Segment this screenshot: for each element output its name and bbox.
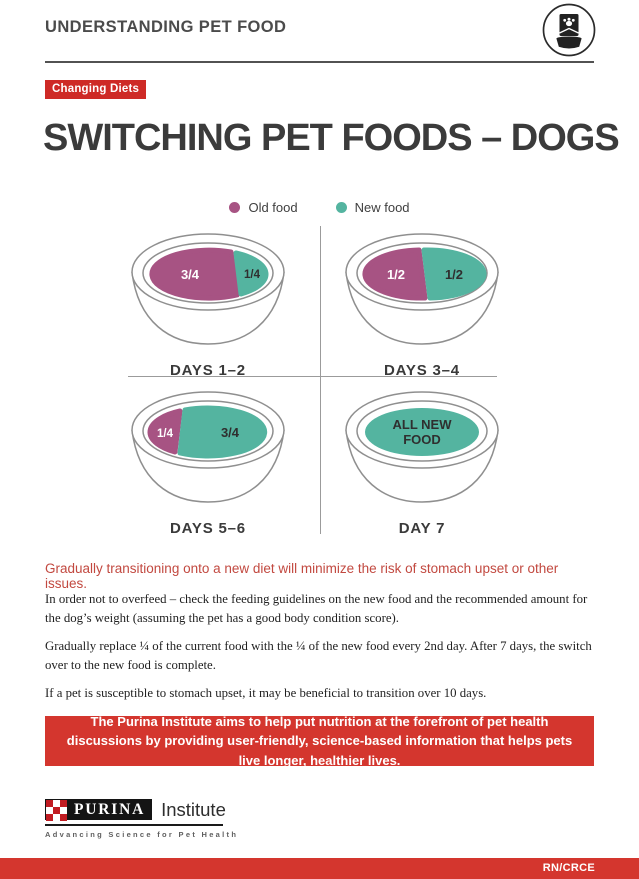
all-new-food-line1: ALL NEW [393, 417, 453, 432]
paragraph-overfeed: In order not to overfeed – check the fee… [45, 592, 588, 625]
legend-new-food: New food [335, 200, 410, 215]
logo-tagline: Advancing Science for Pet Health [45, 830, 239, 839]
legend: Old food New food [0, 200, 639, 215]
header-divider [45, 61, 594, 63]
bowl-caption: DAY 7 [398, 520, 446, 537]
bowl-day-7: ALL NEW FOOD DAY 7 [342, 388, 502, 537]
bowl-graphic: 3/4 1/4 [131, 233, 285, 345]
new-portion-label: 1/2 [445, 267, 463, 282]
purina-checkerboard-icon [45, 799, 67, 821]
bowl-days-5-6: 1/4 3/4 DAYS 5–6 [128, 388, 288, 537]
footer-bar: RN/CRCE [0, 858, 639, 879]
new-food-dot-icon [335, 202, 347, 213]
purina-institute-callout: The Purina Institute aims to help put nu… [45, 714, 594, 768]
bowl-days-3-4: 1/2 1/2 DAYS 3–4 [342, 230, 502, 379]
bowl-graphic: 1/4 3/4 [131, 391, 285, 503]
legend-old-food: Old food [229, 200, 298, 215]
legend-old-label: Old food [248, 200, 298, 215]
footer-code: RN/CRCE [542, 862, 595, 874]
institute-wordmark: Institute [161, 798, 226, 820]
bowl-graphic: 1/2 1/2 [345, 233, 499, 345]
paragraph-susceptible: If a pet is susceptible to stomach upset… [45, 686, 487, 701]
strapline: Gradually transitioning onto a new diet … [45, 561, 559, 591]
purina-wordmark: PURINA [67, 799, 153, 820]
diagram-horizontal-divider [128, 376, 497, 377]
new-portion-label: 1/4 [244, 269, 261, 281]
bowl-caption: DAYS 3–4 [384, 362, 460, 379]
bowl-caption: DAYS 1–2 [170, 362, 246, 379]
pet-food-bag-bowl-icon [542, 2, 596, 63]
transition-diagram: 3/4 1/4 DAYS 1–2 1/2 1/2 DAYS 3–4 [0, 224, 639, 537]
bowl-caption: DAYS 5–6 [170, 520, 246, 537]
section-badge: Changing Diets [45, 80, 147, 99]
logo-divider [45, 824, 223, 826]
new-portion-label: 3/4 [221, 425, 240, 440]
page-header-title: UNDERSTANDING PET FOOD [45, 18, 287, 36]
diagram-vertical-divider [320, 226, 321, 534]
legend-new-label: New food [354, 200, 410, 215]
old-food-dot-icon [229, 202, 241, 213]
old-portion-label: 3/4 [181, 267, 200, 282]
bowl-graphic: ALL NEW FOOD [345, 391, 499, 503]
old-portion-label: 1/2 [387, 267, 405, 282]
page-title: SWITCHING PET FOODS – DOGS [43, 117, 620, 159]
bowl-days-1-2: 3/4 1/4 DAYS 1–2 [128, 230, 288, 379]
body-copy: In order not to overfeed – check the fee… [45, 590, 594, 713]
old-portion-label: 1/4 [157, 428, 174, 440]
all-new-food-line2: FOOD [403, 432, 441, 447]
paragraph-replace: Gradually replace ¼ of the current food … [45, 639, 592, 672]
purina-institute-logo: PURINA Institute Advancing Science for P… [45, 799, 238, 839]
